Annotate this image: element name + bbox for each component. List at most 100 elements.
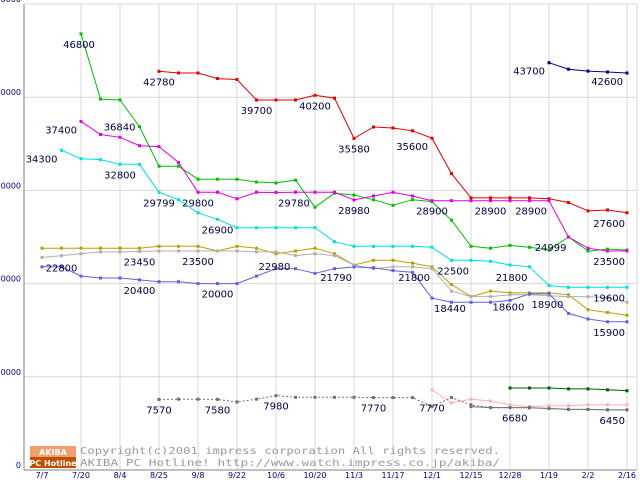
data-point [508, 199, 512, 203]
data-point [450, 283, 453, 287]
data-label: 22500 [437, 266, 469, 277]
data-point [528, 386, 531, 390]
data-point [489, 196, 492, 200]
data-point [235, 226, 239, 230]
data-point [469, 295, 473, 299]
x-tick-label: 7/20 [72, 471, 90, 480]
data-label: 35580 [338, 144, 370, 155]
x-axis-ticks: 7/7 7/20 8/4 8/25 9/8 9/22 10/6 10/20 11/3 11/17 1… [36, 471, 636, 480]
data-point [430, 265, 434, 269]
data-point [118, 250, 122, 254]
data-point [391, 396, 395, 400]
data-point [606, 247, 609, 251]
data-point [567, 201, 570, 205]
axes [23, 3, 638, 471]
x-tick-label: 9/8 [192, 471, 205, 480]
data-point [274, 98, 278, 102]
data-label: 7570 [146, 405, 171, 416]
data-point [157, 69, 161, 73]
data-point [235, 197, 239, 201]
data-point [79, 157, 83, 161]
data-point [196, 249, 200, 253]
data-point [489, 259, 492, 263]
x-tick-label: 12/1 [423, 471, 441, 480]
data-point [450, 396, 453, 400]
data-point [274, 250, 278, 254]
data-point [138, 249, 141, 253]
data-point [450, 199, 453, 203]
data-point [450, 401, 453, 405]
data-point [547, 386, 551, 390]
data-point [625, 313, 629, 317]
data-point [157, 190, 161, 194]
data-label: 37400 [45, 125, 77, 136]
data-point [469, 199, 473, 203]
data-label: 39700 [241, 106, 273, 117]
data-point [625, 403, 629, 407]
data-point [430, 296, 434, 300]
data-label: 28900 [416, 207, 448, 218]
data-point [528, 265, 531, 269]
data-point [333, 254, 336, 258]
data-point [391, 126, 395, 130]
data-label: 18900 [532, 300, 564, 311]
data-point [40, 246, 44, 250]
data-point [294, 98, 297, 102]
data-point [274, 394, 278, 398]
data-point [469, 300, 473, 304]
data-point [99, 158, 102, 162]
data-point [528, 245, 531, 249]
data-point [411, 194, 414, 198]
logo-bottom-block [30, 457, 76, 468]
data-point [528, 199, 531, 203]
data-point [99, 246, 102, 250]
data-point [469, 397, 473, 401]
data-point [508, 263, 512, 267]
data-point [118, 135, 122, 139]
data-point [430, 267, 434, 271]
data-point [430, 405, 434, 409]
data-label: 29799 [143, 198, 175, 209]
data-point [586, 317, 590, 321]
series-9 [508, 386, 629, 393]
data-point [255, 190, 258, 194]
data-label: 6450 [600, 416, 625, 427]
data-point [489, 289, 492, 293]
data-point [157, 280, 161, 284]
data-point [352, 136, 356, 140]
data-point [196, 397, 200, 401]
data-point [177, 160, 180, 164]
data-label: 7980 [263, 402, 288, 413]
data-point [547, 283, 551, 287]
data-point [586, 403, 590, 407]
data-point [606, 408, 609, 412]
data-point [313, 246, 317, 250]
data-point [508, 293, 512, 297]
data-point [586, 209, 590, 213]
data-point [294, 190, 297, 194]
data-point [138, 125, 141, 129]
data-label: 40200 [299, 101, 331, 112]
data-point [99, 132, 102, 136]
data-point [567, 404, 570, 408]
data-label: 27600 [593, 219, 625, 230]
data-label: 22980 [259, 262, 291, 273]
data-point [547, 404, 551, 408]
x-tick-label: 8/25 [150, 471, 168, 480]
data-label: 28900 [475, 207, 507, 218]
data-point [255, 246, 258, 250]
data-point [586, 387, 590, 391]
data-point [567, 293, 570, 297]
data-point [372, 194, 375, 198]
data-point [391, 265, 395, 269]
x-tick-label: 12/15 [459, 471, 482, 480]
data-point [99, 276, 102, 280]
data-point [235, 244, 239, 248]
data-point [274, 252, 278, 256]
data-label: 29780 [278, 198, 310, 209]
data-point [489, 406, 492, 410]
x-tick-label: 10/20 [303, 471, 326, 480]
data-point [391, 190, 395, 194]
data-point [606, 249, 609, 253]
